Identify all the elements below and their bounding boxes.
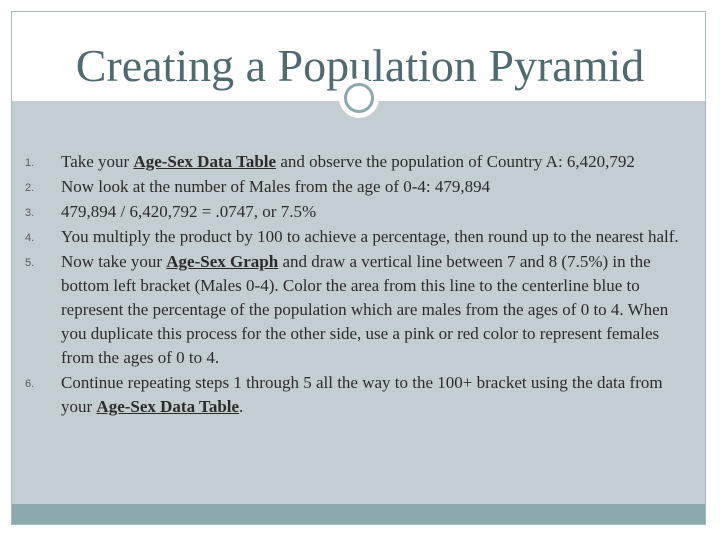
list-item: 6. Continue repeating steps 1 through 5 … <box>20 371 690 419</box>
item-number: 5. <box>25 257 35 269</box>
steps-list: 1. Take your Age-Sex Data Table and obse… <box>20 150 690 420</box>
footer-bar <box>12 504 705 524</box>
item-text: and draw a vertical line between 7 and 8… <box>61 252 669 367</box>
item-number: 4. <box>25 232 35 244</box>
list-item: 4. You multiply the product by 100 to ac… <box>20 225 690 249</box>
list-item: 5. Now take your Age-Sex Graph and draw … <box>20 250 690 370</box>
age-sex-graph-link[interactable]: Age-Sex Graph <box>166 252 279 271</box>
list-item: 2. Now look at the number of Males from … <box>20 175 690 199</box>
item-number: 2. <box>25 182 35 194</box>
item-text: Now take your <box>61 252 167 271</box>
item-text: . <box>239 397 244 416</box>
item-text: 479,894 / 6,420,792 = .0747, or 7.5% <box>61 202 317 221</box>
item-text: You multiply the product by 100 to achie… <box>61 227 679 246</box>
item-text: Now look at the number of Males from the… <box>61 177 491 196</box>
age-sex-data-table-link[interactable]: Age-Sex Data Table <box>133 152 277 171</box>
item-number: 6. <box>25 378 35 390</box>
list-item: 3. 479,894 / 6,420,792 = .0747, or 7.5% <box>20 200 690 224</box>
item-number: 1. <box>25 157 35 169</box>
item-number: 3. <box>25 207 35 219</box>
circle-ornament-icon <box>339 78 379 118</box>
content-area <box>12 100 705 504</box>
item-text: Continue repeating steps 1 through 5 all… <box>61 373 663 416</box>
item-text: Take your <box>61 152 134 171</box>
list-item: 1. Take your Age-Sex Data Table and obse… <box>20 150 690 174</box>
item-text: and observe the population of Country A:… <box>276 152 635 171</box>
age-sex-data-table-link[interactable]: Age-Sex Data Table <box>96 397 240 416</box>
